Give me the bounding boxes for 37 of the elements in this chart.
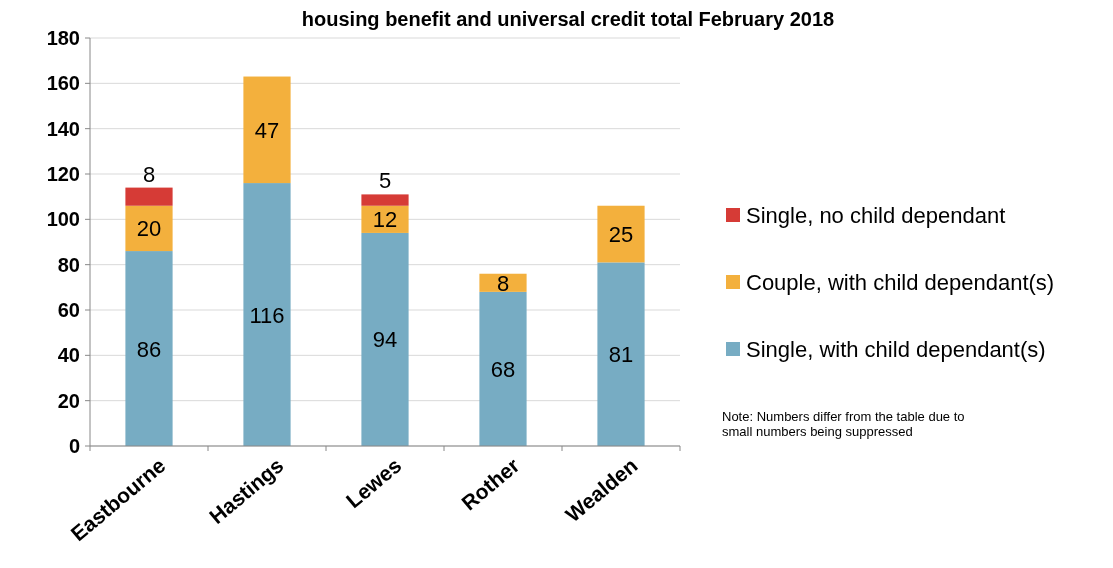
y-tick-label: 100 — [46, 208, 80, 231]
bar — [243, 183, 291, 446]
data-label: 5 — [378, 168, 392, 194]
data-label: 8 — [496, 270, 510, 296]
bar — [243, 76, 291, 184]
y-tick-label: 0 — [68, 435, 80, 457]
bar — [479, 291, 527, 446]
bar — [361, 232, 409, 446]
y-tick-label: 20 — [57, 389, 80, 412]
y-tick-label: 180 — [46, 27, 80, 49]
y-tick-label: 140 — [46, 117, 80, 140]
legend-label: Single, with child dependant(s) — [746, 337, 1046, 362]
bar — [361, 194, 409, 206]
data-label: 20 — [136, 216, 162, 242]
bar — [125, 187, 173, 206]
data-label: 68 — [490, 356, 516, 382]
bar — [597, 262, 645, 446]
data-label: 47 — [254, 117, 280, 143]
legend-label: Single, no child dependant — [746, 203, 1006, 228]
y-tick-label: 160 — [46, 72, 80, 95]
text: Note: Numbers differ from the table due to small numbers being suppressed — [722, 409, 965, 439]
data-label: 116 — [249, 302, 285, 328]
legend-label: Couple, with child dependant(s) — [746, 270, 1055, 295]
y-tick-label: 40 — [57, 344, 80, 367]
data-label: 94 — [372, 327, 398, 353]
data-label: 25 — [608, 222, 634, 248]
data-label: 86 — [136, 336, 162, 362]
data-label: 8 — [142, 161, 156, 187]
data-label: 12 — [372, 207, 398, 233]
y-tick-label: 120 — [46, 163, 80, 185]
y-tick-label: 60 — [57, 299, 80, 321]
data-label: 81 — [608, 342, 634, 368]
bar — [125, 205, 173, 252]
y-tick-label: 80 — [57, 253, 80, 276]
bar — [597, 205, 645, 263]
chart-title: housing benefit and universal credit total February 2018 — [301, 8, 835, 30]
bar — [125, 251, 173, 446]
